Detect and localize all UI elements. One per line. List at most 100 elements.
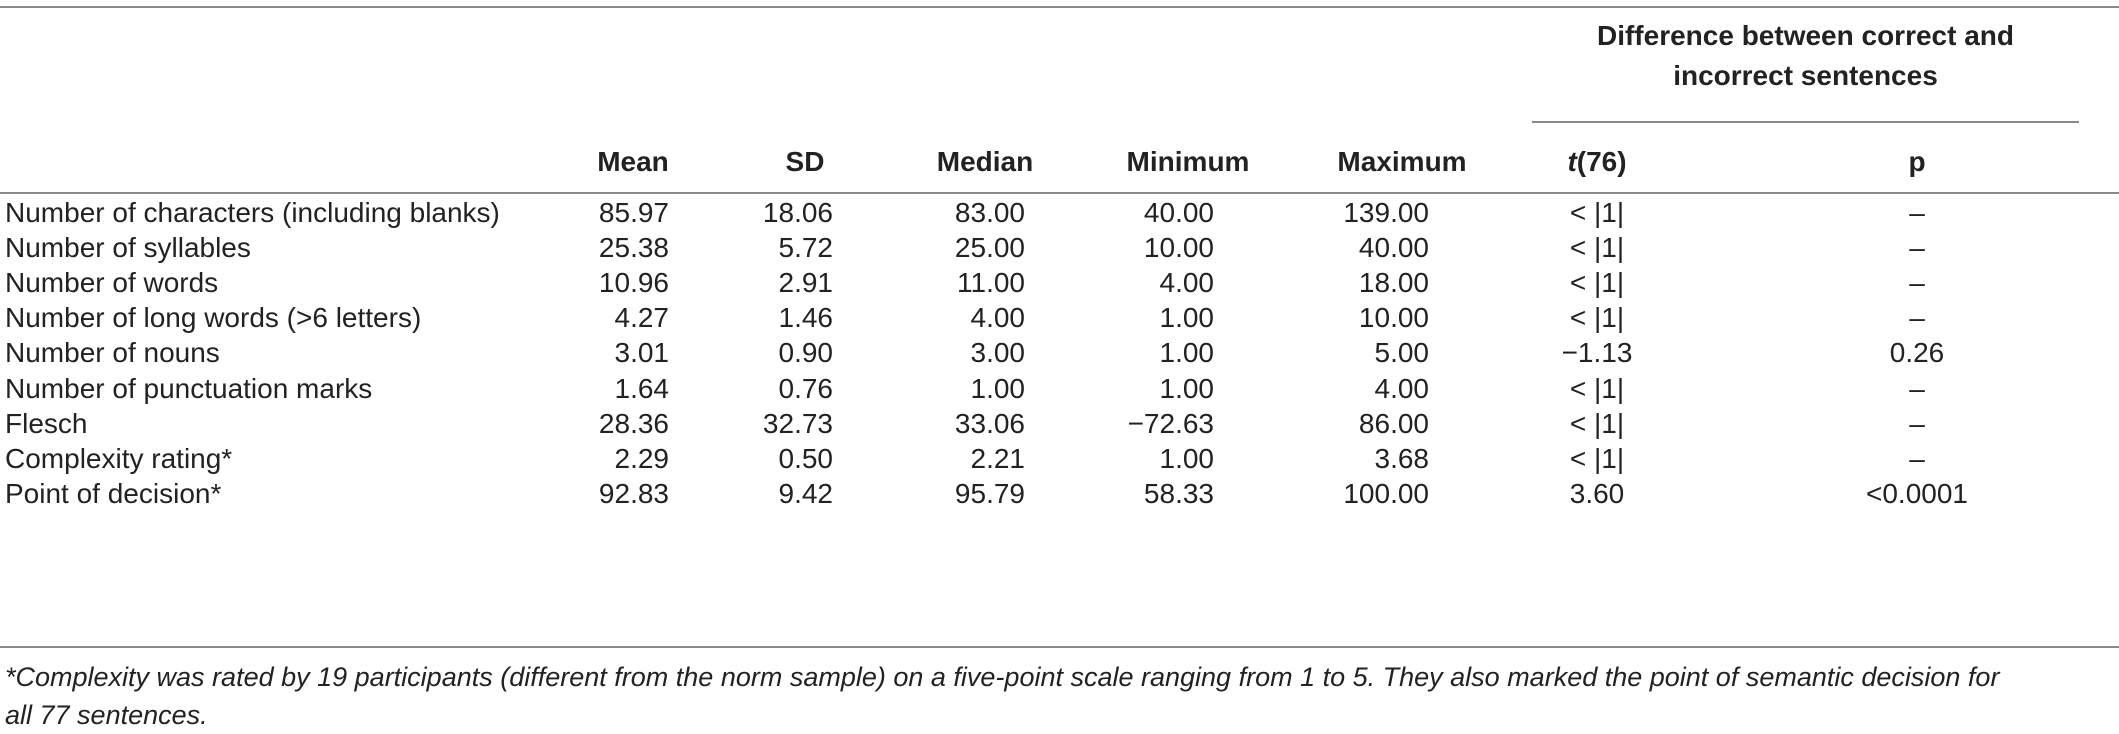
minimum-cell: 4.00 xyxy=(1159,267,1215,299)
row-label: Complexity rating* xyxy=(5,442,233,474)
row-label: Number of nouns xyxy=(5,337,220,369)
footnote-line-1: *Complexity was rated by 19 participants… xyxy=(5,662,2000,692)
group-header-line-1: Difference between correct and xyxy=(1596,20,2015,51)
median-cell: 95.79 xyxy=(954,477,1025,509)
mean-cell: 4.27 xyxy=(614,302,670,334)
p-value-cell: – xyxy=(1909,407,1925,439)
mean-cell: 25.38 xyxy=(598,232,669,264)
table-row: Number of syllables 25.38 5.72 25.00 10.00 40… xyxy=(0,225,2119,272)
p-value-cell: 0.26 xyxy=(1889,337,1945,369)
sd-cell: 0.76 xyxy=(778,372,834,404)
group-header-rule xyxy=(1532,121,2079,123)
p-value-cell: – xyxy=(1909,442,1925,474)
mean-cell: 10.96 xyxy=(598,267,669,299)
col-header-mean: Mean xyxy=(597,146,669,177)
maximum-cell: 139.00 xyxy=(1343,197,1429,228)
row-label: Point of decision* xyxy=(5,477,222,509)
minimum-cell: −72.63 xyxy=(1127,407,1214,439)
maximum-cell: 3.68 xyxy=(1374,442,1430,474)
p-value-cell: – xyxy=(1909,267,1925,299)
median-cell: 25.00 xyxy=(954,232,1025,264)
median-cell: 1.00 xyxy=(970,372,1026,404)
t-value-cell: < |1| xyxy=(1569,197,1625,228)
p-value-cell: – xyxy=(1909,302,1925,334)
sd-cell: 0.90 xyxy=(778,337,834,369)
minimum-cell: 1.00 xyxy=(1159,302,1215,334)
row-label: Number of words xyxy=(5,267,219,299)
col-header-t-df: (76) xyxy=(1576,146,1627,177)
t-value-cell: < |1| xyxy=(1569,407,1625,439)
median-cell: 33.06 xyxy=(954,407,1025,439)
mean-cell: 92.83 xyxy=(598,477,669,509)
t-value-cell: < |1| xyxy=(1569,302,1625,334)
t-value-cell: < |1| xyxy=(1569,267,1625,299)
maximum-cell: 18.00 xyxy=(1358,267,1429,299)
t-value-cell: 3.60 xyxy=(1569,477,1625,509)
p-value-cell: – xyxy=(1909,197,1925,228)
col-header-t-italic: t xyxy=(1567,146,1577,177)
footnote-line-2: all 77 sentences. xyxy=(5,700,208,730)
minimum-cell: 1.00 xyxy=(1159,337,1215,369)
table-row: Number of punctuation marks 1.64 0.76 1.00 1… xyxy=(0,366,2119,413)
sd-cell: 1.46 xyxy=(778,302,834,334)
median-cell: 3.00 xyxy=(970,337,1026,369)
col-header-maximum: Maximum xyxy=(1337,146,1467,177)
sd-cell: 18.06 xyxy=(762,197,833,228)
mean-cell: 28.36 xyxy=(598,407,669,439)
table-top-rule xyxy=(0,6,2119,8)
row-label: Number of characters (including blanks) xyxy=(5,197,500,228)
p-value-cell: – xyxy=(1909,232,1925,264)
table-row: Flesch 28.36 32.73 33.06 −72.63 86.00 < |1| – xyxy=(0,401,2119,448)
t-value-cell: < |1| xyxy=(1569,232,1625,264)
minimum-cell: 40.00 xyxy=(1143,197,1214,228)
p-value-cell: <0.0001 xyxy=(1866,477,1968,509)
group-header-line-2: incorrect sentences xyxy=(1673,60,1938,91)
maximum-cell: 4.00 xyxy=(1374,372,1430,404)
table-row: Number of nouns 3.01 0.90 3.00 1.00 5.00 −1.13… xyxy=(0,330,2119,377)
sd-cell: 2.91 xyxy=(778,267,834,299)
table-bottom-rule xyxy=(0,646,2119,648)
minimum-cell: 1.00 xyxy=(1159,442,1215,474)
minimum-cell: 58.33 xyxy=(1143,477,1214,509)
col-header-t: t(76) xyxy=(1567,145,1626,179)
median-cell: 83.00 xyxy=(954,197,1025,228)
mean-cell: 1.64 xyxy=(614,372,670,404)
col-header-minimum: Minimum xyxy=(1126,146,1250,177)
table-row: Number of long words (>6 letters) 4.27 1.4… xyxy=(0,295,2119,342)
t-value-cell: −1.13 xyxy=(1561,337,1633,369)
maximum-cell: 10.00 xyxy=(1358,302,1429,334)
col-header-p: p xyxy=(1908,146,1926,177)
sd-cell: 9.42 xyxy=(778,477,834,509)
sd-cell: 0.50 xyxy=(778,442,834,474)
t-value-cell: < |1| xyxy=(1569,372,1625,404)
col-header-sd: SD xyxy=(785,146,825,177)
mean-cell: 85.97 xyxy=(598,197,669,228)
p-value-cell: – xyxy=(1909,372,1925,404)
table-footnote: *Complexity was rated by 19 participants… xyxy=(5,658,2115,734)
maximum-cell: 100.00 xyxy=(1343,477,1429,509)
row-label: Flesch xyxy=(5,407,88,439)
row-label: Number of long words (>6 letters) xyxy=(5,302,422,334)
median-cell: 4.00 xyxy=(970,302,1026,334)
mean-cell: 3.01 xyxy=(614,337,670,369)
table-header-rule xyxy=(0,192,2119,194)
minimum-cell: 1.00 xyxy=(1159,372,1215,404)
table-row: Point of decision* 92.83 9.42 95.79 58.33 100… xyxy=(0,471,2119,518)
maximum-cell: 86.00 xyxy=(1358,407,1429,439)
sd-cell: 5.72 xyxy=(778,232,834,264)
row-label: Number of punctuation marks xyxy=(5,372,373,404)
row-label: Number of syllables xyxy=(5,232,251,264)
sd-cell: 32.73 xyxy=(762,407,833,439)
minimum-cell: 10.00 xyxy=(1143,232,1214,264)
median-cell: 11.00 xyxy=(957,267,1025,299)
maximum-cell: 40.00 xyxy=(1358,232,1429,264)
table-row: Number of words 10.96 2.91 11.00 4.00 18.00 < … xyxy=(0,260,2119,307)
col-header-median: Median xyxy=(936,146,1034,177)
median-cell: 2.21 xyxy=(970,442,1026,474)
table-row: Number of characters (including blanks) 8… xyxy=(0,190,2119,237)
table-row: Complexity rating* 2.29 0.50 2.21 1.00 3.68 < … xyxy=(0,436,2119,483)
maximum-cell: 5.00 xyxy=(1374,337,1430,369)
mean-cell: 2.29 xyxy=(614,442,670,474)
t-value-cell: < |1| xyxy=(1569,442,1625,474)
